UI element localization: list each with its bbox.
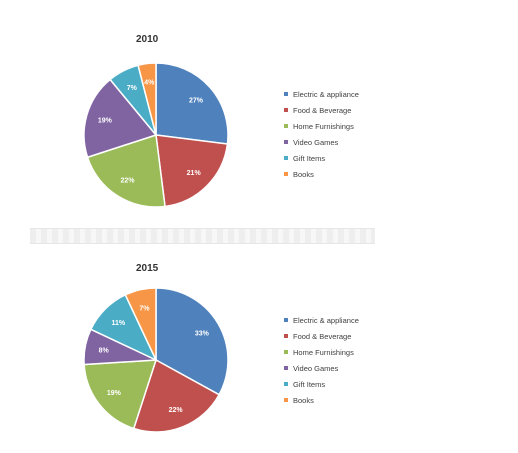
legend-item-2015-books: Books xyxy=(284,392,359,408)
legend-item-2010-electric-and-appliance: Electric & appliance xyxy=(284,86,359,102)
legend-label: Books xyxy=(293,395,314,405)
pie-slice-2010-electric-and-appliance xyxy=(155,62,229,145)
legend-label: Video Games xyxy=(293,363,339,373)
legend-label: Electric & appliance xyxy=(293,89,359,99)
legend-item-2010-books: Books xyxy=(284,166,359,182)
pie-slice-2010-books xyxy=(137,62,157,136)
data-label-2010-books: 4% xyxy=(144,80,155,87)
data-label-2015-video-games: 8% xyxy=(99,348,110,355)
pie-slice-2015-home-furnishings xyxy=(83,359,158,430)
legend-swatch xyxy=(284,108,288,112)
legend-swatch xyxy=(284,140,288,144)
legend-item-2015-gift-items: Gift Items xyxy=(284,376,359,392)
data-label-2015-home-furnishings: 19% xyxy=(107,390,122,397)
legend-label: Video Games xyxy=(293,137,339,147)
legend-item-2010-home-furnishings: Home Furnishings xyxy=(284,118,359,134)
legend-item-2010-video-games: Video Games xyxy=(284,134,359,150)
legend-swatch xyxy=(284,172,288,176)
data-label-2010-home-furnishings: 22% xyxy=(120,177,135,184)
legend-label: Books xyxy=(293,169,314,179)
legend-swatch xyxy=(284,350,288,354)
legend-item-2015-food-and-beverage: Food & Beverage xyxy=(284,328,359,344)
legend-label: Gift Items xyxy=(293,153,326,163)
legend-swatch xyxy=(284,398,288,402)
legend-swatch xyxy=(284,92,288,96)
legend-label: Food & Beverage xyxy=(293,331,352,341)
legend-swatch xyxy=(284,156,288,160)
legend-item-2010-gift-items: Gift Items xyxy=(284,150,359,166)
legend-swatch xyxy=(284,382,288,386)
legend-label: Home Furnishings xyxy=(293,121,354,131)
legend-2015: Electric & appliance Food & Beverage Home … xyxy=(284,312,359,408)
chart-title-2010: 2010 xyxy=(136,34,159,45)
legend-label: Food & Beverage xyxy=(293,105,352,115)
pie-slice-2015-electric-and-appliance xyxy=(155,287,229,396)
legend-label: Home Furnishings xyxy=(293,347,354,357)
legend-swatch xyxy=(284,318,288,322)
chart-title-2015: 2015 xyxy=(136,263,159,274)
data-label-2015-food-and-beverage: 22% xyxy=(169,407,184,414)
pie-slice-2010-home-furnishings xyxy=(86,134,166,208)
data-label-2015-gift-items: 11% xyxy=(112,320,126,327)
legend-item-2015-home-furnishings: Home Furnishings xyxy=(284,344,359,360)
pie-slice-2010-food-and-beverage xyxy=(155,134,229,208)
legend-label: Gift Items xyxy=(293,379,326,389)
data-label-2010-video-games: 19% xyxy=(98,118,113,125)
legend-label: Electric & appliance xyxy=(293,315,359,325)
data-label-2015-books: 7% xyxy=(139,306,150,313)
pie-2010: 27% 21% 22% 19% 7% 4% xyxy=(83,62,229,208)
data-label-2010-gift-items: 7% xyxy=(127,85,138,92)
pie-slice-2015-food-and-beverage xyxy=(132,358,221,433)
legend-swatch xyxy=(284,334,288,338)
legend-item-2015-electric-and-appliance: Electric & appliance xyxy=(284,312,359,328)
data-label-2010-electric-and-appliance: 27% xyxy=(189,97,204,104)
separator xyxy=(30,228,375,244)
pie-slice-2010-video-games xyxy=(83,78,158,159)
legend-2010: Electric & appliance Food & Beverage Home … xyxy=(284,86,359,182)
legend-item-2010-food-and-beverage: Food & Beverage xyxy=(284,102,359,118)
pie-2015: 33% 22% 19% 8% 11% 7% xyxy=(83,287,229,433)
data-label-2010-food-and-beverage: 21% xyxy=(187,170,202,177)
pie-slice-2015-books xyxy=(124,287,157,361)
data-label-2015-electric-and-appliance: 33% xyxy=(195,330,210,337)
legend-item-2015-video-games: Video Games xyxy=(284,360,359,376)
legend-swatch xyxy=(284,366,288,370)
legend-swatch xyxy=(284,124,288,128)
